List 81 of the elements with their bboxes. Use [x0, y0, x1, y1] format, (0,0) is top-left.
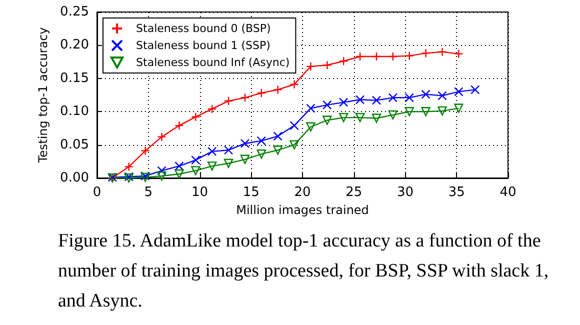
- point: [322, 100, 332, 110]
- point: [388, 52, 398, 62]
- x-tick-label: 40: [500, 185, 516, 200]
- point: [124, 162, 134, 172]
- point: [157, 171, 166, 181]
- point: [372, 52, 382, 62]
- point: [421, 107, 430, 116]
- point: [322, 116, 332, 125]
- point: [174, 161, 184, 171]
- point: [339, 56, 348, 66]
- point: [290, 140, 299, 150]
- point: [372, 114, 382, 123]
- y-tick-label: 0.05: [60, 137, 89, 152]
- point: [306, 104, 316, 113]
- point: [240, 93, 250, 102]
- point: [404, 93, 414, 102]
- point: [404, 51, 414, 60]
- x-tick-label: 0: [92, 185, 102, 200]
- y-tick-label: 0.20: [60, 38, 89, 53]
- point: [240, 138, 250, 148]
- y-tick-label: 0.15: [60, 70, 89, 86]
- point: [421, 90, 430, 99]
- point: [240, 154, 250, 164]
- point: [256, 136, 266, 146]
- point: [388, 110, 398, 120]
- point: [224, 158, 234, 168]
- y-tick-label: 0.00: [60, 170, 89, 186]
- point: [306, 122, 316, 132]
- x-tick-label: 5: [144, 185, 153, 200]
- point: [207, 146, 217, 156]
- caption: Figure 15. AdamLike model top-1 accuracy as a function of the number of training images processed, for BSP, SSP with slack 1, and Async.: [58, 230, 554, 312]
- point: [207, 161, 217, 171]
- point: [339, 112, 348, 122]
- point: [157, 132, 166, 142]
- point: [421, 48, 430, 58]
- point: [140, 146, 150, 156]
- legend-label: Staleness bound Inf (Async): [136, 56, 290, 69]
- point: [454, 87, 464, 96]
- point: [191, 155, 200, 165]
- point: [224, 146, 234, 155]
- point: [372, 96, 382, 105]
- point: [438, 47, 447, 56]
- point: [355, 95, 365, 104]
- point: [174, 169, 184, 179]
- point: [224, 96, 234, 106]
- point: [290, 80, 299, 89]
- point: [322, 60, 332, 70]
- point: [174, 120, 184, 130]
- point: [273, 132, 282, 141]
- point: [207, 104, 217, 114]
- y-axis-title: Testing top-1 accuracy: [36, 27, 50, 164]
- x-axis-title: Million images trained: [236, 202, 369, 217]
- legend-label: Staleness bound 0 (BSP): [136, 22, 271, 35]
- point: [470, 85, 480, 94]
- point: [404, 107, 414, 116]
- point: [454, 104, 464, 113]
- point: [290, 120, 299, 130]
- x-tick-label: 20: [294, 185, 311, 200]
- point: [438, 106, 447, 116]
- point: [256, 88, 266, 98]
- point: [454, 49, 464, 58]
- x-tick-label: 30: [396, 185, 414, 200]
- point: [191, 112, 200, 122]
- point: [388, 93, 398, 102]
- point: [339, 98, 348, 107]
- x-tick-label: 25: [346, 185, 362, 200]
- point: [355, 52, 365, 62]
- point: [355, 112, 365, 122]
- y-tick-label: 0.25: [60, 4, 89, 20]
- x-tick-label: 10: [191, 185, 208, 200]
- point: [273, 146, 282, 155]
- x-tick-label: 15: [242, 185, 260, 200]
- point: [273, 85, 282, 94]
- point: [306, 62, 316, 72]
- point: [157, 166, 166, 176]
- point: [438, 91, 447, 100]
- point: [191, 166, 200, 176]
- x-tick-label: 35: [448, 185, 465, 200]
- point: [256, 149, 266, 159]
- y-tick-label: 0.10: [60, 104, 89, 120]
- legend-label: Staleness bound 1 (SSP): [136, 39, 270, 52]
